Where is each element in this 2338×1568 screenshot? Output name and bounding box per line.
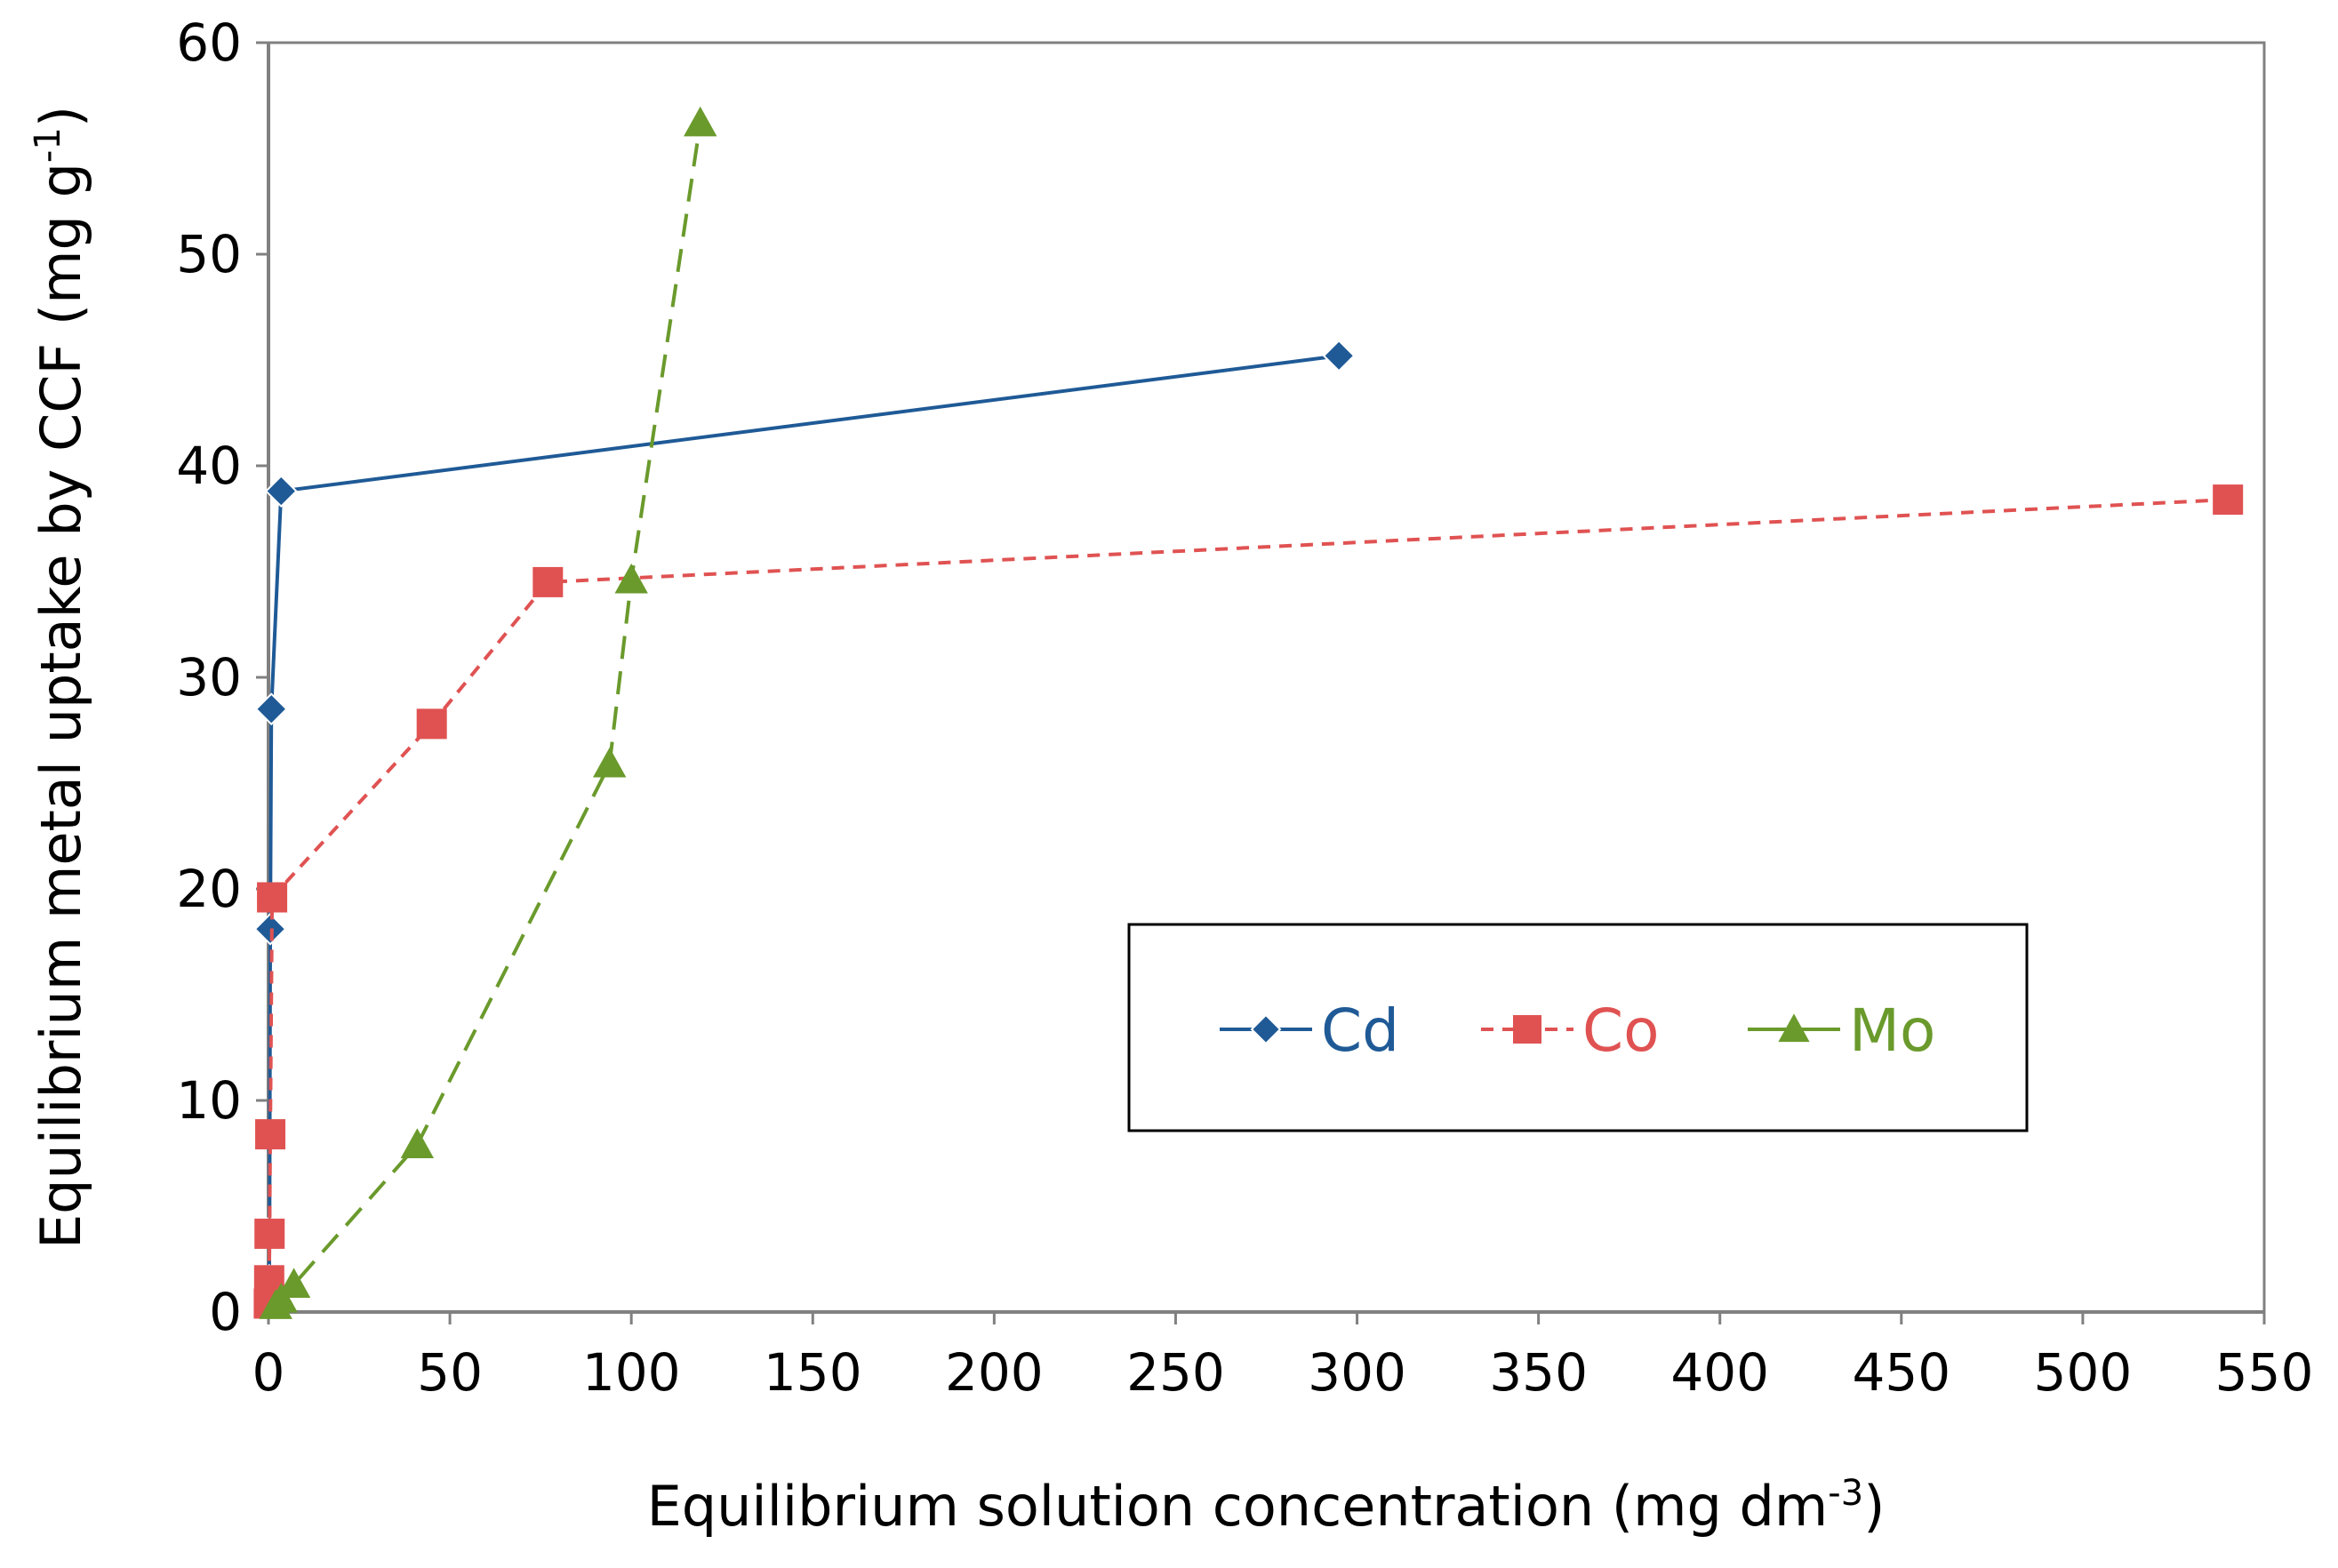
y-tick-label: 0 (209, 1282, 242, 1342)
x-tick-label: 200 (945, 1342, 1044, 1403)
legend: Cd Co Mo (1127, 923, 2029, 1132)
y-ticks: 0 10 20 30 40 50 60 (176, 12, 268, 1342)
data-point-cd (254, 692, 288, 726)
legend-marker-co (1513, 1015, 1541, 1044)
x-axis-label-sup: -3 (1828, 1473, 1863, 1514)
legend-item-co: Co (1481, 996, 1659, 1065)
x-tick-label: 50 (417, 1342, 483, 1403)
series-cd (252, 339, 1356, 1318)
y-axis-label: Equilibrium metal uptake by CCF (mg g-1) (28, 106, 93, 1249)
x-tick-label: 100 (582, 1342, 681, 1403)
x-tick-label: 450 (1852, 1342, 1950, 1403)
legend-marker-mo (1778, 1013, 1810, 1043)
data-point-mo (684, 106, 717, 137)
series-line-mo (274, 123, 702, 1308)
x-ticks: 0 50 100 150 200 250 300 350 400 450 500 550 (252, 1312, 2314, 1403)
data-point-mo (276, 1268, 311, 1299)
data-point-co (254, 1218, 285, 1249)
y-tick-label: 50 (176, 224, 242, 284)
series-line-cd (267, 354, 1340, 1302)
x-tick-label: 350 (1489, 1342, 1588, 1403)
x-tick-label: 400 (1670, 1342, 1769, 1403)
y-tick-label: 40 (176, 436, 242, 496)
x-tick-label: 150 (764, 1342, 862, 1403)
legend-label-mo: Mo (1849, 996, 1935, 1065)
y-tick-label: 30 (176, 647, 242, 708)
y-tick-label: 10 (176, 1070, 242, 1131)
legend-marker-cd (1250, 1013, 1282, 1045)
series-layer (252, 106, 2244, 1319)
x-tick-label: 0 (252, 1342, 285, 1403)
data-point-co (2213, 484, 2244, 516)
data-point-co (257, 882, 288, 913)
y-tick-label: 20 (176, 859, 242, 919)
x-axis-label: Equilibrium solution concentration (mg d… (647, 1473, 1886, 1539)
legend-item-mo: Mo (1748, 996, 1935, 1065)
x-tick-label: 300 (1308, 1342, 1406, 1403)
x-tick-label: 500 (2034, 1342, 2133, 1403)
data-point-co (416, 708, 447, 740)
data-point-mo (400, 1128, 435, 1158)
legend-item-cd: Cd (1220, 996, 1399, 1065)
data-point-mo (592, 747, 627, 778)
data-point-mo (614, 563, 648, 594)
y-axis-label-sup: -1 (28, 127, 68, 163)
data-point-cd (1322, 339, 1356, 372)
legend-items: Cd Co Mo (1220, 996, 1935, 1065)
y-tick-label: 60 (176, 12, 242, 73)
legend-label-cd: Cd (1321, 996, 1399, 1065)
legend-label-co: Co (1582, 996, 1659, 1065)
series-line-co (267, 498, 2229, 1304)
x-tick-label: 550 (2215, 1342, 2314, 1403)
data-point-co (255, 1119, 286, 1150)
data-point-co (532, 566, 564, 597)
series-mo (259, 106, 717, 1319)
x-tick-label: 250 (1126, 1342, 1225, 1403)
series-co (253, 484, 2244, 1319)
data-point-cd (264, 475, 298, 508)
